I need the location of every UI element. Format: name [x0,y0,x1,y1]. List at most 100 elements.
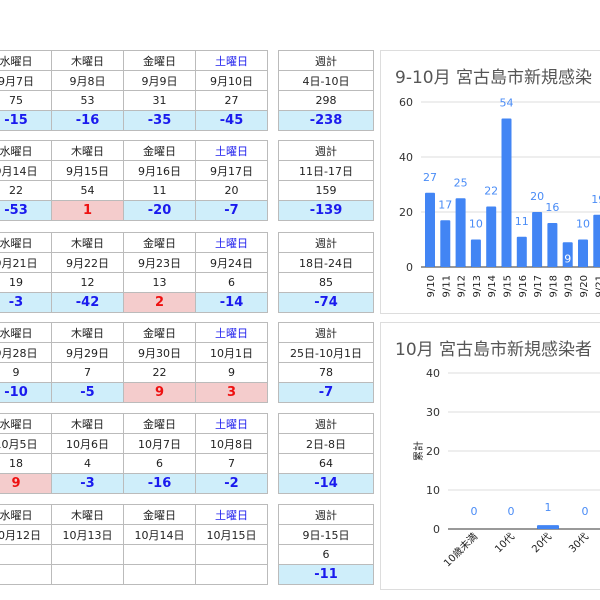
y-tick-label: 40 [426,367,440,380]
week-range: 9日-15日 [278,524,374,545]
diff-cell: 1 [51,200,124,221]
weekday-header: 木曜日 [51,50,124,71]
bar [593,214,600,267]
data-label: 17 [438,198,452,211]
week-range: 2日-8日 [278,433,374,454]
count-cell: 9 [0,362,52,383]
count-cell: 27 [195,90,268,111]
x-tick-label: 9/13 [472,275,483,297]
date-cell: 9月10日 [195,70,268,91]
diff-cell: 9 [123,382,196,403]
date-cell: 10月1日 [195,342,268,363]
diff-cell: -2 [195,473,268,494]
week-total-diff: -139 [278,200,374,221]
week-total: 298 [278,90,374,111]
date-cell: 9月29日 [51,342,124,363]
diff-cell: -20 [123,200,196,221]
date-cell: 9月15日 [51,160,124,181]
bar [486,206,497,267]
weekday-header: 木曜日 [51,322,124,343]
bar [425,192,435,267]
week-total: 159 [278,180,374,201]
count-cell: 11 [123,180,196,201]
count-cell [195,544,268,565]
count-cell: 13 [123,272,196,293]
date-cell: 9月9日 [123,70,196,91]
date-cell: 9月28日 [0,342,52,363]
x-tick-label: 10歳未満 [441,531,480,570]
week-table: 水曜日木曜日金曜日土曜日9月28日9月29日9月30日10月1日97229-10… [0,322,268,403]
date-cell: 10月8日 [195,433,268,454]
x-tick-label: 9/14 [487,275,498,297]
data-label: 54 [500,97,514,110]
diff-cell [123,564,196,585]
weekday-header: 土曜日 [195,50,268,71]
weekday-header: 土曜日 [195,413,268,434]
sum-header: 週計 [278,50,374,71]
bar [455,198,466,267]
count-cell: 18 [0,453,52,474]
diff-cell: -7 [195,200,268,221]
data-label: 0 [508,505,515,518]
diff-cell: -3 [0,292,52,313]
week-summary-table: 週計 25日-10月1日 78 -7 [278,322,374,403]
week-total-diff: -7 [278,382,374,403]
week-summary-table: 週計 18日-24日 85 -74 [278,232,374,313]
sum-header: 週計 [278,232,374,253]
diff-cell: -42 [51,292,124,313]
data-label: 20 [530,190,544,203]
week-range: 4日-10日 [278,70,374,91]
date-cell: 10月7日 [123,433,196,454]
count-cell: 4 [51,453,124,474]
count-cell: 6 [123,453,196,474]
count-cell: 31 [123,90,196,111]
bar [532,212,543,267]
week-table: 水曜日 木曜日 金曜日 土曜日 9月7日 9月8日 9月9日 9月10日 75 53 31 27 -15… [0,50,268,131]
data-label: 16 [545,201,559,214]
diff-cell: -10 [0,382,52,403]
count-cell [51,544,124,565]
diff-cell: -5 [51,382,124,403]
bar [562,242,573,267]
date-cell: 10月14日 [123,524,196,545]
week-total-diff: -11 [278,564,374,585]
chart-title: 10月 宮古島市新規感染者 [395,340,593,360]
x-tick-label: 20代 [530,531,555,556]
count-cell: 9 [195,362,268,383]
date-cell: 10月15日 [195,524,268,545]
y-tick-label: 30 [426,406,440,419]
y-tick-label: 60 [399,96,413,109]
diff-cell: -35 [123,110,196,131]
week-range: 18日-24日 [278,252,374,273]
date-cell: 10月6日 [51,433,124,454]
daily-chart-panel: 9-10月 宮古島市新規感染 0 20 40 60 27 9/10 17 9/11 25 9/12… [380,50,600,314]
diff-cell: 3 [195,382,268,403]
weekday-header: 木曜日 [51,504,124,525]
diff-cell: -14 [195,292,268,313]
count-cell: 54 [51,180,124,201]
bar [578,239,588,267]
count-cell: 22 [123,362,196,383]
count-cell: 75 [0,90,52,111]
date-cell: 10月12日 [0,524,52,545]
y-tick-label: 0 [433,523,440,536]
week-total-diff: -14 [278,473,374,494]
data-label: 27 [423,171,437,184]
x-tick-label: 9/20 [579,275,590,297]
date-cell: 9月14日 [0,160,52,181]
sum-header: 週計 [278,504,374,525]
week-total-diff: -74 [278,292,374,313]
bar [516,236,527,267]
weekday-header: 水曜日 [0,413,52,434]
count-cell: 6 [195,272,268,293]
week-total: 85 [278,272,374,293]
weekday-header: 金曜日 [123,232,196,253]
weekday-header: 土曜日 [195,232,268,253]
y-tick-label: 0 [406,261,413,274]
diff-cell [0,564,52,585]
week-table: 水曜日木曜日金曜日土曜日9月21日9月22日9月23日9月24日1912136-… [0,232,268,313]
daily-bar-chart: 0 20 40 60 27 9/10 17 9/11 25 9/12 10 9/13 22 9/14 54 9… [399,96,600,297]
